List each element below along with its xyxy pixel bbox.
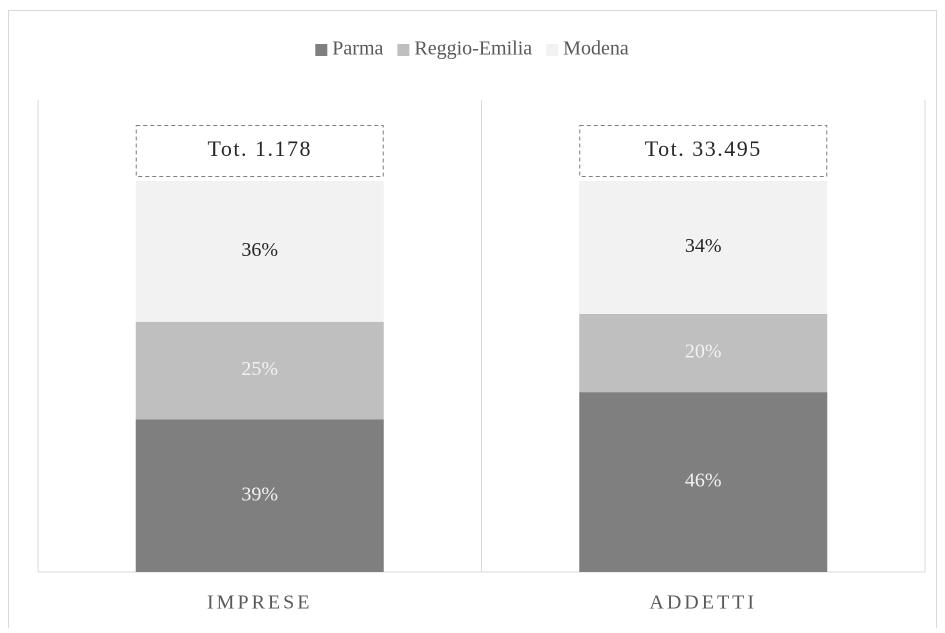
value-label: 46% [685, 470, 722, 492]
legend-label: Parma [332, 38, 383, 60]
bar-segment [135, 321, 384, 420]
x-tick-label: IMPRESE [207, 592, 312, 614]
chart-border [8, 10, 937, 633]
bar-segment [135, 181, 384, 322]
x-tick-label: ADDETTI [649, 592, 757, 614]
value-label: 20% [685, 341, 722, 363]
total-label: Tot. 33.495 [645, 136, 762, 161]
value-label: 25% [241, 358, 278, 380]
legend-swatch [315, 44, 328, 56]
legend-swatch [397, 44, 410, 56]
total-label: Tot. 1.178 [207, 136, 312, 161]
legend-swatch [546, 44, 559, 56]
value-label: 36% [241, 239, 278, 261]
legend-label: Modena [563, 38, 629, 60]
bar-segment [579, 313, 828, 393]
bar-segment [579, 392, 828, 572]
legend: Parma Reggio-Emilia Modena [315, 38, 629, 60]
value-label: 39% [241, 483, 278, 505]
total-box [579, 125, 828, 177]
legend-label: Reggio-Emilia [414, 38, 532, 60]
value-label: 34% [685, 235, 722, 257]
bar-segment [579, 181, 828, 314]
bar-segment [135, 419, 384, 572]
total-box [135, 125, 384, 177]
